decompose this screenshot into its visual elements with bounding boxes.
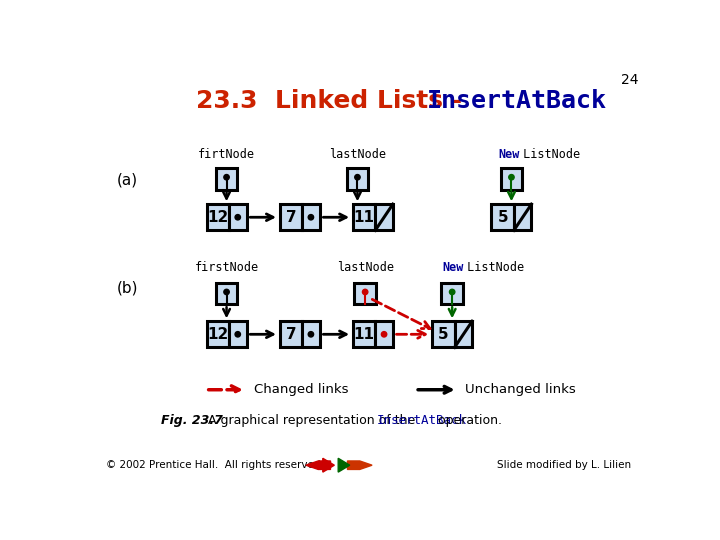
Polygon shape xyxy=(338,458,350,472)
Bar xyxy=(346,168,368,190)
Bar xyxy=(353,204,375,231)
FancyArrow shape xyxy=(306,461,330,469)
Text: lastNode: lastNode xyxy=(337,261,394,274)
Bar xyxy=(279,321,302,347)
Text: © 2002 Prentice Hall.  All rights reserved.: © 2002 Prentice Hall. All rights reserve… xyxy=(106,460,323,470)
Bar xyxy=(229,321,246,347)
Polygon shape xyxy=(323,458,334,472)
Circle shape xyxy=(362,289,368,295)
Bar xyxy=(302,321,320,347)
Bar xyxy=(229,204,246,231)
Circle shape xyxy=(235,214,240,220)
Text: 7: 7 xyxy=(286,327,296,342)
Text: 5: 5 xyxy=(438,327,449,342)
Text: ListNode: ListNode xyxy=(516,148,580,161)
Circle shape xyxy=(224,289,229,295)
FancyArrow shape xyxy=(348,461,372,469)
Text: Fig. 23.7: Fig. 23.7 xyxy=(161,414,223,427)
Circle shape xyxy=(382,332,387,337)
Text: firtNode: firtNode xyxy=(198,148,255,161)
Bar xyxy=(216,168,238,190)
Text: 11: 11 xyxy=(354,327,374,342)
Bar xyxy=(441,283,463,304)
Bar xyxy=(279,204,302,231)
Text: ListNode: ListNode xyxy=(460,261,524,274)
Text: New: New xyxy=(498,148,520,161)
Bar xyxy=(500,168,522,190)
Bar xyxy=(432,321,454,347)
Bar xyxy=(207,204,229,231)
Text: lastNode: lastNode xyxy=(329,148,386,161)
Bar xyxy=(454,321,472,347)
Text: InsertAtBack: InsertAtBack xyxy=(377,414,467,427)
Circle shape xyxy=(355,174,360,180)
Text: New: New xyxy=(442,261,464,274)
Bar xyxy=(353,321,375,347)
Circle shape xyxy=(224,174,229,180)
Bar xyxy=(492,204,514,231)
Circle shape xyxy=(308,332,314,337)
Text: (a): (a) xyxy=(117,173,138,188)
Text: firstNode: firstNode xyxy=(194,261,258,274)
Bar xyxy=(375,204,393,231)
Text: A graphical representation of the: A graphical representation of the xyxy=(196,414,419,427)
Bar xyxy=(302,204,320,231)
Bar xyxy=(216,283,238,304)
Text: Unchanged links: Unchanged links xyxy=(465,383,576,396)
Text: 7: 7 xyxy=(286,210,296,225)
Text: InsertAtBack: InsertAtBack xyxy=(427,89,607,113)
Circle shape xyxy=(509,174,514,180)
Bar xyxy=(375,321,393,347)
Circle shape xyxy=(235,332,240,337)
Text: 23.3  Linked Lists -: 23.3 Linked Lists - xyxy=(196,89,471,113)
Text: operation.: operation. xyxy=(434,414,503,427)
Text: 12: 12 xyxy=(207,210,228,225)
Text: Slide modified by L. Lilien: Slide modified by L. Lilien xyxy=(497,460,631,470)
Bar xyxy=(207,321,229,347)
Text: 24: 24 xyxy=(621,72,639,86)
Circle shape xyxy=(449,289,455,295)
Text: (b): (b) xyxy=(117,281,138,295)
Bar xyxy=(354,283,376,304)
Circle shape xyxy=(308,214,314,220)
Text: 12: 12 xyxy=(207,327,228,342)
Text: 5: 5 xyxy=(498,210,508,225)
Bar xyxy=(514,204,531,231)
Text: 11: 11 xyxy=(354,210,374,225)
Text: Changed links: Changed links xyxy=(253,383,348,396)
